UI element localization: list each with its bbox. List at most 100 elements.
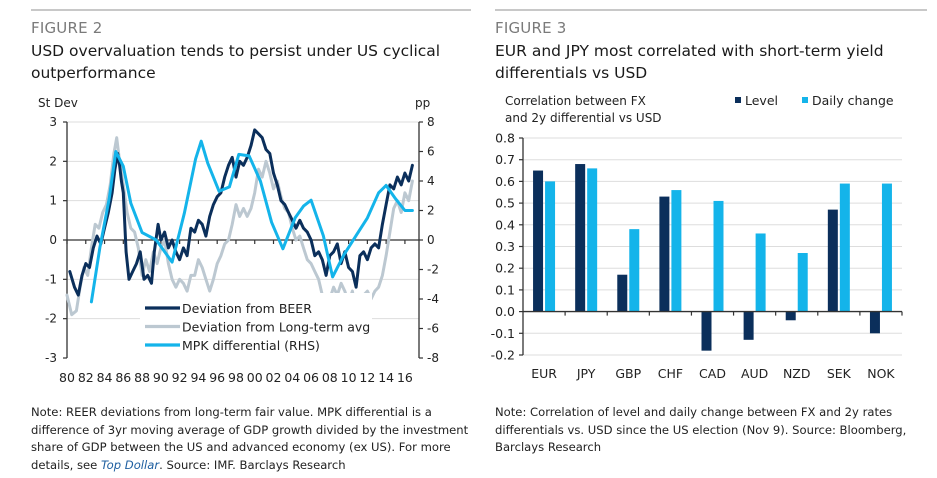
y-axis-title: Correlation between FX and 2y differenti… — [505, 94, 662, 125]
x-axis-tick-label: NOK — [867, 366, 895, 381]
legend-swatch — [802, 97, 808, 103]
x-axis-tick-label: 02 — [266, 370, 282, 385]
y-axis-tick-label: -0.2 — [491, 348, 515, 363]
y-axis-tick-label: 0.4 — [495, 217, 515, 232]
x-axis-tick-label: NZD — [783, 366, 811, 381]
x-axis-tick-label: 82 — [78, 370, 94, 385]
bar-daily-change-aud — [755, 233, 766, 312]
x-axis-tick-label: 10 — [341, 370, 357, 385]
bar-level-nzd — [785, 311, 796, 321]
bar-level-chf — [659, 196, 670, 312]
x-axis-tick-label: 90 — [153, 370, 169, 385]
bar-level-gbp — [617, 274, 628, 312]
bar-level-eur — [533, 170, 544, 312]
x-axis-tick-label: 16 — [397, 370, 413, 385]
x-axis-tick-label: 12 — [359, 370, 375, 385]
figure2-note: Note: REER deviations from long-term fai… — [31, 404, 471, 474]
y-axis-tick-label: 0.1 — [495, 282, 515, 297]
x-axis-tick-label: CAD — [699, 366, 726, 381]
legend-label: Deviation from BEER — [182, 301, 312, 316]
left-axis-tick-label: -3 — [45, 351, 57, 365]
series-line-deviation-from-beer — [68, 128, 414, 297]
right-axis-tick-label: -4 — [427, 292, 439, 306]
figure2-top-rule — [31, 9, 471, 11]
x-axis-tick-label: 92 — [172, 370, 188, 385]
figure2-label: FIGURE 2 — [31, 19, 103, 37]
figure3-note: Note: Correlation of level and daily cha… — [495, 405, 907, 454]
x-axis-tick-label: CHF — [658, 366, 683, 381]
x-axis-tick-label: EUR — [531, 366, 557, 381]
x-axis-tick-label: 00 — [247, 370, 263, 385]
left-axis-tick-label: -1 — [45, 272, 57, 286]
left-axis-unit-label: St Dev — [38, 96, 78, 110]
x-axis-tick-label: AUD — [741, 366, 768, 381]
bar-level-cad — [701, 311, 712, 351]
right-axis-tick-label: 6 — [427, 145, 435, 159]
top-dollar-link[interactable]: Top Dollar — [101, 457, 160, 472]
figure3-label: FIGURE 3 — [495, 19, 567, 37]
x-axis-tick-label: SEK — [827, 366, 852, 381]
y-axis-tick-label: 0.8 — [495, 131, 515, 146]
figure3-title-line2: differentials vs USD — [495, 64, 648, 82]
left-axis-tick-label: -2 — [45, 312, 57, 326]
figure2-note-text: Note: REER deviations from long-term fai… — [31, 405, 469, 472]
left-axis-tick-label: 2 — [49, 154, 57, 168]
legend-label: Deviation from Long-term avg — [182, 320, 370, 335]
x-axis-tick-label: GBP — [615, 366, 641, 381]
figure3-title-line1: EUR and JPY most correlated with short-t… — [495, 42, 884, 60]
bar-daily-change-nok — [881, 183, 892, 312]
x-axis-tick-label: 04 — [284, 370, 300, 385]
bar-daily-change-eur — [545, 181, 556, 312]
bar-daily-change-jpy — [587, 168, 598, 312]
right-axis-tick-label: 8 — [427, 115, 435, 129]
bar-level-jpy — [575, 164, 586, 312]
left-axis-tick-label: 0 — [49, 233, 57, 247]
x-axis-tick-label: 94 — [190, 370, 206, 385]
bar-daily-change-chf — [671, 190, 682, 312]
right-axis-tick-label: 2 — [427, 204, 435, 218]
x-axis-tick-label: 86 — [115, 370, 131, 385]
legend-label: Level — [745, 93, 778, 108]
y-axis-tick-label: 0.6 — [495, 174, 515, 189]
right-axis-tick-label: 4 — [427, 174, 435, 188]
series-line-mpk-differential-rhs — [89, 139, 414, 304]
x-axis-tick-label: 06 — [303, 370, 319, 385]
bar-daily-change-cad — [713, 200, 724, 312]
left-axis-tick-label: 1 — [49, 194, 57, 208]
legend-label: MPK differential (RHS) — [182, 338, 320, 353]
right-axis-tick-label: -2 — [427, 263, 439, 277]
figure2-title-line2: outperformance — [31, 64, 156, 82]
x-axis-tick-label: 96 — [209, 370, 225, 385]
x-axis-tick-label: 80 — [59, 370, 75, 385]
figure2-title-line1: USD overvaluation tends to persist under… — [31, 42, 441, 60]
y-axis-tick-label: 0.7 — [495, 152, 515, 167]
figure3-top-rule — [495, 9, 927, 11]
bar-level-nok — [869, 311, 880, 334]
bar-level-sek — [827, 209, 838, 312]
right-axis-tick-label: -6 — [427, 322, 439, 336]
y-axis-title-line2: and 2y differential vs USD — [505, 111, 662, 125]
x-axis-tick-label: JPY — [576, 366, 596, 381]
legend-swatch — [735, 97, 741, 103]
y-axis-tick-label: 0.5 — [495, 196, 515, 211]
figure3-title: EUR and JPY most correlated with short-t… — [495, 40, 884, 84]
x-axis-tick-label: 98 — [228, 370, 244, 385]
bar-daily-change-sek — [839, 183, 850, 312]
left-axis-tick-label: 3 — [49, 115, 57, 129]
figure2-title: USD overvaluation tends to persist under… — [31, 40, 440, 84]
y-axis-title-line1: Correlation between FX — [505, 94, 646, 108]
right-axis-unit-label: pp — [415, 96, 430, 110]
x-axis-tick-label: 14 — [378, 370, 394, 385]
figure3-bar-chart: Correlation between FX and 2y differenti… — [491, 93, 903, 381]
x-axis-tick-label: 88 — [134, 370, 150, 385]
bar-daily-change-gbp — [629, 229, 640, 312]
y-axis-tick-label: -0.1 — [491, 326, 515, 341]
legend-label: Daily change — [812, 93, 894, 108]
bar-daily-change-nzd — [797, 253, 808, 312]
right-axis-tick-label: -8 — [427, 351, 439, 365]
y-axis-tick-label: 0.2 — [495, 261, 515, 276]
y-axis-tick-label: 0.0 — [495, 304, 515, 319]
bar-level-aud — [743, 311, 754, 340]
y-axis-tick-label: 0.3 — [495, 239, 515, 254]
